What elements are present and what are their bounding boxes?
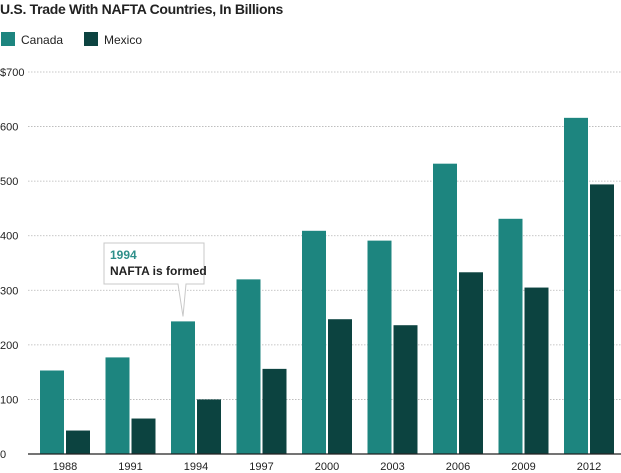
bar-mexico-2000 bbox=[328, 319, 352, 454]
bar-canada-2009 bbox=[498, 218, 523, 454]
bar-canada-1991 bbox=[105, 357, 130, 454]
y-tick-label: 100 bbox=[0, 394, 18, 406]
y-tick-label: 200 bbox=[0, 340, 18, 352]
x-tick-label: 1988 bbox=[53, 461, 77, 473]
y-tick-label: 600 bbox=[0, 122, 18, 134]
x-tick-label: 2012 bbox=[577, 461, 601, 473]
annotation-year: 1994 bbox=[110, 248, 137, 262]
y-tick-label: 500 bbox=[0, 176, 18, 188]
x-tick-label: 1994 bbox=[184, 461, 208, 473]
bar-canada-1997 bbox=[236, 279, 261, 454]
annotation-callout bbox=[103, 242, 205, 317]
legend-swatch-canada bbox=[1, 32, 15, 46]
x-tick-label: 1997 bbox=[249, 461, 273, 473]
bar-canada-2006 bbox=[433, 163, 457, 454]
bar-mexico-1997 bbox=[262, 368, 287, 454]
bar-mexico-1991 bbox=[131, 418, 156, 454]
y-tick-label: 0 bbox=[0, 449, 6, 461]
bar-canada-2012 bbox=[564, 117, 588, 454]
bar-canada-1988 bbox=[40, 370, 64, 454]
legend-swatch-mexico bbox=[84, 32, 98, 46]
bar-mexico-2009 bbox=[524, 287, 549, 454]
bar-mexico-1994 bbox=[197, 399, 221, 454]
x-tick-label: 2009 bbox=[511, 461, 535, 473]
y-tick-label: 300 bbox=[0, 285, 18, 297]
nafta-annotation: 1994 NAFTA is formed bbox=[103, 242, 207, 317]
legend-label-mexico: Mexico bbox=[104, 33, 142, 47]
bar-canada-1994 bbox=[171, 321, 195, 454]
chart-title: U.S. Trade With NAFTA Countries, In Bill… bbox=[0, 1, 284, 17]
y-tick-label: 400 bbox=[0, 231, 18, 243]
bars bbox=[40, 117, 614, 454]
bar-mexico-2006 bbox=[459, 272, 483, 454]
bar-mexico-1988 bbox=[66, 430, 90, 454]
x-tick-label: 1991 bbox=[118, 461, 142, 473]
bar-canada-2003 bbox=[367, 240, 392, 454]
x-tick-label: 2000 bbox=[315, 461, 339, 473]
annotation-text: NAFTA is formed bbox=[110, 264, 207, 278]
legend: Canada Mexico bbox=[1, 32, 142, 47]
x-axis-ticks: 1988 1991 1994 1997 2000 2003 2006 2009 2012 bbox=[53, 461, 601, 473]
bar-canada-2000 bbox=[302, 230, 326, 454]
y-axis-ticks: 0 100 200 300 400 500 600 $700 bbox=[0, 67, 24, 461]
y-tick-label: $700 bbox=[0, 67, 24, 79]
x-tick-label: 2003 bbox=[380, 461, 404, 473]
bar-mexico-2012 bbox=[590, 184, 614, 454]
x-tick-label: 2006 bbox=[446, 461, 470, 473]
legend-label-canada: Canada bbox=[21, 33, 63, 47]
bar-mexico-2003 bbox=[393, 325, 418, 454]
